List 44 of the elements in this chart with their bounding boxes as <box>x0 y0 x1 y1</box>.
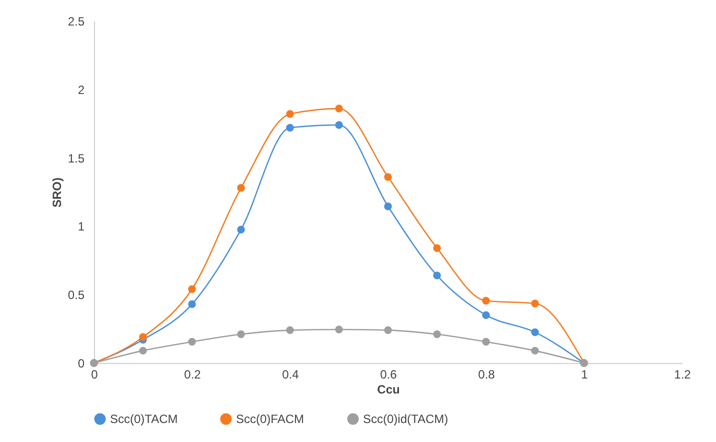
point <box>237 330 245 338</box>
point <box>335 104 343 112</box>
y-tick-label: 1 <box>78 220 85 234</box>
y-tick-label: 1.5 <box>68 151 85 166</box>
point <box>286 110 294 118</box>
point <box>482 296 490 305</box>
point <box>335 121 343 129</box>
y-tick-label: 2.5 <box>68 14 85 28</box>
legend-label: Scc(0)TACM <box>110 412 178 426</box>
point <box>188 300 196 308</box>
point <box>286 326 294 334</box>
x-tick-label: 0.2 <box>184 368 202 382</box>
point <box>433 244 441 252</box>
x-tick-label: 1 <box>581 368 588 382</box>
point <box>188 338 196 346</box>
point <box>139 333 147 341</box>
point <box>531 328 539 336</box>
point <box>433 330 441 338</box>
point <box>384 173 392 181</box>
x-axis-title: Ccu <box>377 382 400 396</box>
x-tick-label: 0.6 <box>380 368 398 382</box>
point <box>237 184 245 192</box>
x-tick-label: 1.2 <box>674 368 692 382</box>
point <box>139 346 147 355</box>
point <box>384 326 392 334</box>
point <box>531 346 539 355</box>
point <box>286 124 294 132</box>
y-tick-label: 0.5 <box>68 288 85 302</box>
x-tick-label: 0.4 <box>282 368 300 382</box>
x-tick-label: 0.8 <box>478 368 496 382</box>
point <box>335 326 343 334</box>
x-tick-label: 0 <box>91 368 98 382</box>
y-tick-label: 0 <box>78 356 85 370</box>
y-tick-label: 2 <box>78 82 85 97</box>
point <box>531 300 539 308</box>
point <box>384 202 392 210</box>
point <box>237 226 245 234</box>
legend-label: Scc(0)id(TACM) <box>363 412 448 426</box>
legend-label: Scc(0)FACM <box>236 412 304 426</box>
y-axis-title: SRO) <box>50 177 64 208</box>
point <box>433 272 441 280</box>
point <box>482 338 490 346</box>
point <box>482 311 490 319</box>
point <box>188 285 196 293</box>
